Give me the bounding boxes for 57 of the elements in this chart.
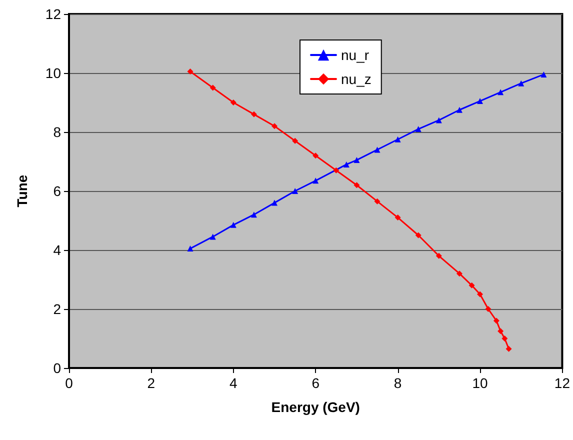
y-tick-label: 12 — [45, 6, 62, 22]
x-tick-label: 10 — [472, 375, 488, 391]
point — [540, 71, 547, 78]
point — [333, 167, 340, 174]
point — [230, 100, 236, 106]
legend-label: nu_z — [341, 71, 372, 87]
point — [506, 346, 512, 352]
point — [354, 182, 360, 188]
point — [312, 152, 319, 159]
point — [272, 200, 278, 206]
point — [415, 126, 422, 132]
point — [272, 123, 278, 130]
point — [468, 282, 475, 288]
point — [477, 98, 484, 104]
x-tick-label: 4 — [230, 375, 238, 391]
point — [436, 252, 442, 259]
x-tick-label: 8 — [394, 375, 402, 391]
point — [456, 270, 462, 277]
y-tick-label: 4 — [53, 242, 62, 258]
point — [250, 111, 257, 118]
y-tick-label: 10 — [45, 65, 62, 81]
point — [477, 291, 484, 298]
point — [374, 146, 380, 153]
x-axis-title: Energy (GeV) — [271, 399, 360, 415]
point — [456, 106, 462, 113]
y-tick-label: 2 — [53, 301, 62, 317]
point — [187, 68, 194, 75]
point — [394, 136, 401, 142]
point — [343, 161, 350, 168]
x-tick-label: 12 — [554, 375, 570, 391]
legend-label: nu_r — [341, 47, 370, 63]
point — [312, 178, 319, 184]
y-tick-label: 6 — [53, 183, 62, 199]
point — [374, 198, 380, 204]
point — [485, 306, 492, 312]
point — [493, 318, 500, 324]
point — [187, 246, 194, 252]
x-tick-label: 0 — [65, 375, 74, 391]
y-tick-label: 0 — [53, 360, 62, 376]
point — [502, 336, 508, 342]
point — [354, 157, 360, 164]
y-axis-title: Tune — [14, 174, 30, 208]
point — [518, 80, 524, 86]
x-tick-label: 2 — [147, 375, 156, 391]
point — [394, 214, 401, 221]
point — [210, 234, 216, 240]
point — [498, 89, 504, 96]
point — [436, 117, 442, 124]
y-tick-label: 8 — [53, 124, 62, 140]
point — [250, 212, 257, 218]
point — [230, 222, 236, 228]
x-tick-label: 6 — [312, 375, 320, 391]
point — [498, 328, 504, 334]
point — [210, 84, 216, 91]
point — [415, 232, 422, 238]
point — [292, 188, 298, 194]
point — [292, 138, 298, 144]
